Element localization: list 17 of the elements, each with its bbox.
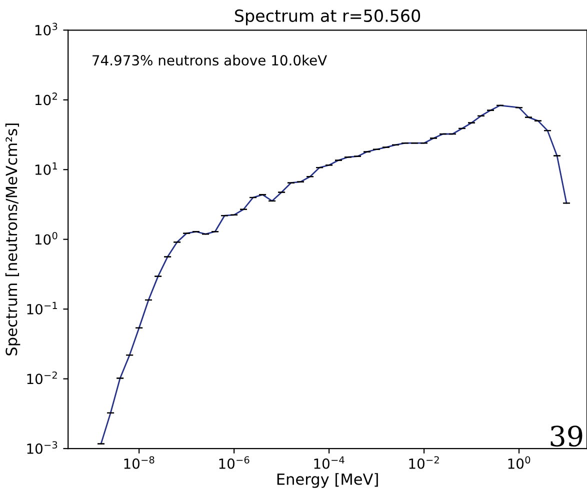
x-tick-label: 10$^{−2}$ (409, 456, 439, 469)
y-axis-title: Spectrum [neutrons/MeVcm²s] (5, 124, 20, 356)
x-tick-label: 10$^{0}$ (508, 456, 530, 469)
y-tick-label: 10$^{1}$ (35, 162, 58, 175)
y-tick-label: 10$^{3}$ (35, 22, 58, 36)
x-tick-label: 10$^{−8}$ (124, 456, 154, 469)
annotation: 39 (550, 426, 582, 447)
x-tick-label: 10$^{−4}$ (314, 456, 344, 469)
x-axis-title: Energy [MeV] (277, 473, 378, 488)
y-tick-label: 10$^{0}$ (35, 232, 58, 245)
chart-title: Spectrum at r=50.560 (235, 9, 420, 26)
y-tick-label: 10$^{2}$ (35, 92, 57, 106)
annotation: 74.973% neutrons above 10.0keV (92, 54, 327, 66)
y-tick-label: 10$^{−3}$ (27, 441, 58, 454)
y-tick-label: 10$^{−2}$ (27, 371, 57, 384)
y-tick-label: 10$^{−1}$ (27, 302, 57, 314)
x-tick-label: 10$^{−6}$ (219, 456, 250, 469)
